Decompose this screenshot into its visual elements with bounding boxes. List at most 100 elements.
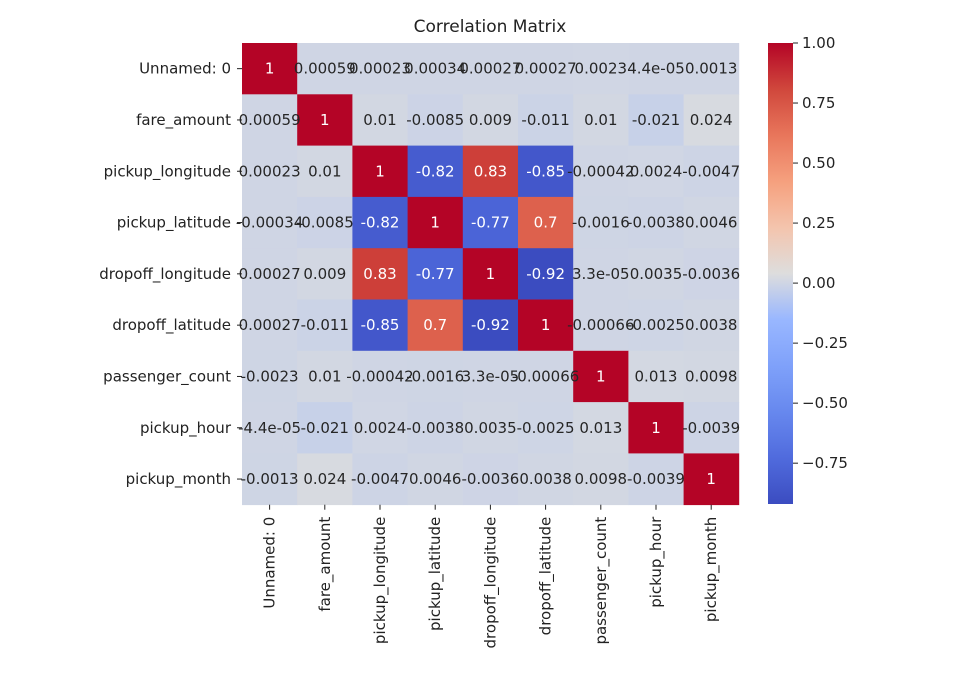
heatmap-cell [683,145,740,198]
cell-annotations: 1 0.000590.000230.000340.000270.000270.00… [236,60,740,488]
x-tick-label: pickup_hour [647,516,666,608]
heatmap-cell [352,402,408,454]
cell-annotation: -0.00042 [346,367,413,385]
cell-annotation: 0.01 [308,162,341,180]
heatmap-cell [407,453,464,506]
cell-annotation: 1 [651,419,661,437]
cell-annotation: -0.0025 [627,316,685,334]
cell-annotation: 0.00023 [239,162,301,180]
cell-annotation: 0.0023 [575,60,628,78]
heatmap-cell [683,453,740,506]
colorbar-tick-label: 1.00 [802,34,835,52]
heatmap-cell [518,43,574,95]
heatmap-cell [297,350,353,403]
heatmap-cell [352,453,408,506]
cell-annotation: 0.01 [308,367,341,385]
cell-annotation: -0.00066 [512,367,579,385]
heatmap-cell [242,350,298,403]
cell-annotation: -0.92 [526,265,565,283]
heatmap-cell [352,248,408,300]
heatmap-cell [518,350,574,403]
cell-annotation: 0.0038 [519,470,572,488]
cell-annotation: 3.3e-05 [462,367,520,385]
heatmap-cell [242,145,298,198]
heatmap-cell [407,94,464,146]
cell-annotation: 0.83 [474,162,507,180]
heatmap-cell [683,402,740,454]
cell-annotation: -0.0085 [406,111,464,129]
heatmap-cell [683,299,740,352]
cell-annotation: 0.0035 [464,419,517,437]
heatmap-cell [462,94,519,146]
heatmap-cell [518,196,574,249]
cell-annotation: -4.4e-05 [238,419,301,437]
heatmap-cell [573,43,629,95]
heatmap-cell [573,248,629,300]
heatmap-cell [352,43,408,95]
cell-annotation: 0.024 [303,470,346,488]
heatmap-cell [242,43,298,95]
cell-annotation: 0.0098 [685,367,738,385]
colorbar-tick-label: −0.25 [802,334,848,352]
heatmap-cell [573,402,629,454]
cell-annotation: 0.00023 [349,60,411,78]
colorbar-gradient [768,43,793,504]
cell-annotation: -0.82 [361,214,400,232]
cell-annotation: 3.3e-05 [572,265,630,283]
cell-annotation: 0.0035 [630,265,683,283]
heatmap-cell [407,196,464,249]
cell-annotation: 1 [320,111,330,129]
heatmap-cell [297,453,353,506]
heatmap-cell [462,402,519,454]
cell-annotation: 0.0046 [409,470,462,488]
cell-annotation: 0.0098 [575,470,628,488]
heatmap-cell [573,299,629,352]
cell-annotation: -0.011 [301,316,349,334]
x-tick-label: dropoff_longitude [481,517,500,649]
heatmap-cell [573,350,629,403]
cell-annotation: 0.01 [584,111,617,129]
heatmap-cell [242,248,298,300]
heatmap-cell [628,350,684,403]
heatmap-cell [352,350,408,403]
cell-annotation: -0.82 [416,162,455,180]
cell-annotation: -0.77 [471,214,510,232]
x-tick-label: pickup_latitude [426,517,445,631]
heatmap-cell [407,402,464,454]
heatmap-cell [462,196,519,249]
cell-annotation: -0.0016 [572,214,630,232]
heatmap-cell [573,196,629,249]
cell-annotation: -0.85 [526,162,565,180]
cell-annotation: 0.013 [579,419,622,437]
heatmap-cell [628,145,684,198]
heatmap-cell [242,299,298,352]
heatmap-cell [518,453,574,506]
heatmap-cell [462,248,519,300]
heatmap-cell [297,402,353,454]
colorbar-ticks: 1.00 0.75 0.50 0.25 0.00 −0.25 −0.50 −0.75 [793,34,848,472]
heatmap-cell [518,145,574,198]
cell-annotation: -0.0036 [461,470,519,488]
cell-annotation: 0.00027 [239,316,301,334]
heatmap-cell [683,196,740,249]
y-tick-label: passenger_count [103,367,231,386]
cell-annotation: 0.009 [469,111,512,129]
heatmap-cell [628,402,684,454]
heatmap-cell [297,248,353,300]
heatmap-cell [297,196,353,249]
cell-annotation: -0.00066 [567,316,634,334]
heatmap-cell [518,402,574,454]
cell-annotation: -0.92 [471,316,510,334]
cell-annotation: 0.0024 [354,419,407,437]
heatmap-cell [297,299,353,352]
heatmap-cell [462,299,519,352]
heatmap-cell [352,299,408,352]
heatmap-cell [683,350,740,403]
heatmap-cell [573,94,629,146]
x-tick-label: fare_amount [316,517,335,612]
cell-annotation: 0.0046 [685,214,738,232]
heatmap-cell [683,43,740,95]
heatmap-cell [628,248,684,300]
heatmap-cell [573,453,629,506]
